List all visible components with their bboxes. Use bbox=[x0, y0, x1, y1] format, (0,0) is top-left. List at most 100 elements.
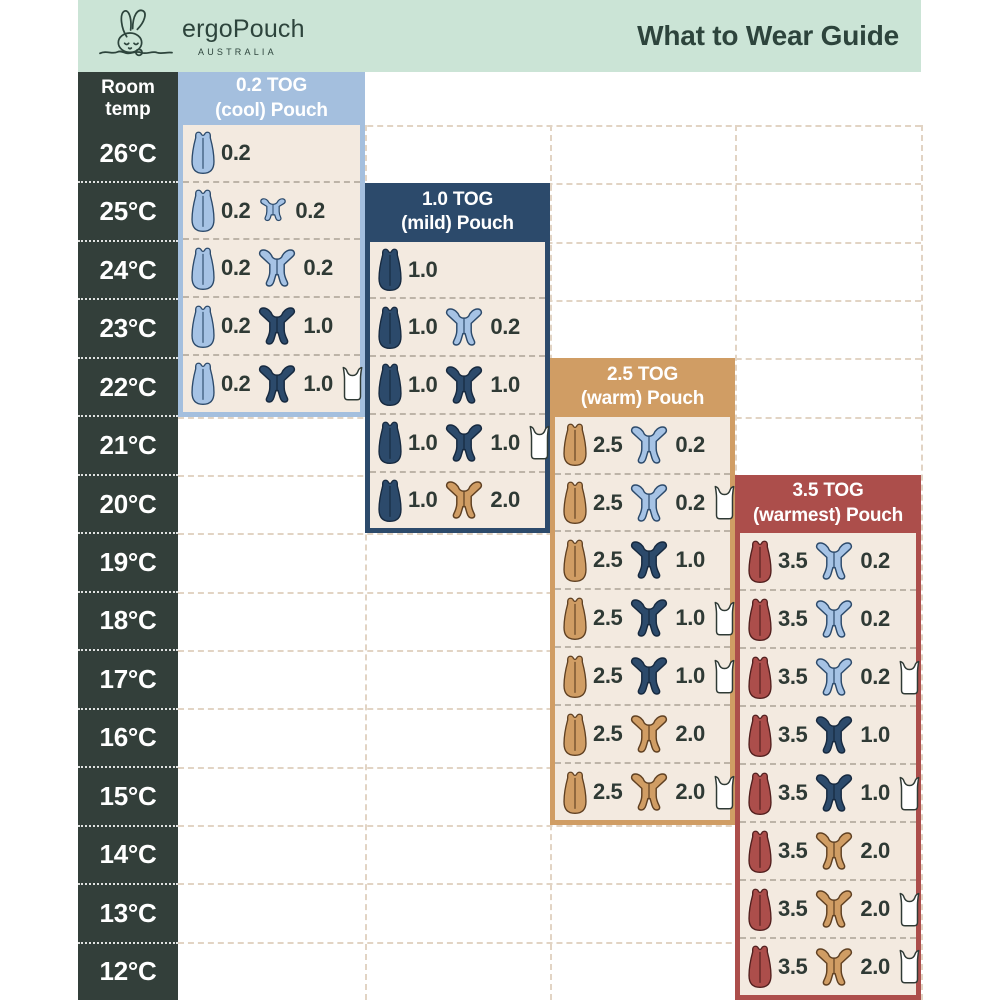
tog-value: 1.0 bbox=[408, 314, 438, 340]
tog-value: 1.0 bbox=[303, 313, 333, 339]
tog-value: 1.0 bbox=[675, 605, 705, 631]
tog-2-5-row-17c: 2.5 1.0 bbox=[555, 646, 735, 704]
tog-value: 3.5 bbox=[778, 953, 808, 979]
tog-0-2-row-23c: 0.2 1.0 bbox=[183, 296, 360, 354]
tog-value: 2.5 bbox=[593, 431, 623, 457]
tog-value: 0.2 bbox=[221, 197, 251, 223]
tog-1-0-header: 1.0 TOG (mild) Pouch bbox=[365, 183, 550, 242]
tog-0-2-row-26c: 0.2 bbox=[183, 125, 360, 181]
romper-icon bbox=[816, 542, 853, 581]
romper-icon bbox=[259, 365, 296, 403]
tog-0-2-header: 0.2 TOG (cool) Pouch bbox=[178, 72, 365, 125]
pouch-icon bbox=[563, 481, 587, 525]
singlet-icon bbox=[899, 950, 920, 984]
romper-icon bbox=[816, 774, 853, 812]
room-temp-18c: 18°C bbox=[78, 590, 178, 649]
tog-value: 2.0 bbox=[490, 487, 520, 513]
romper-icon bbox=[816, 600, 853, 638]
brand-logo: ergoPouch AUSTRALIA bbox=[96, 3, 305, 69]
tog-1-0-body: 1.0 1.0 0.2 1.0 1.0 1.0 1.0 1.0 2.0 bbox=[365, 241, 550, 534]
tog-value: 0.2 bbox=[221, 313, 251, 339]
tog-3-5-row-14c: 3.5 2.0 bbox=[740, 821, 916, 879]
tog-value: 1.0 bbox=[490, 371, 520, 397]
tog-value: 1.0 bbox=[408, 256, 438, 282]
tog-value: 1.0 bbox=[408, 371, 438, 397]
singlet-icon bbox=[714, 775, 735, 810]
tog-2-5-body: 2.5 0.2 2.5 0.2 2.5 1.0 2.5 1.0 2.5 1.0 2.5 2.0 2.5 2… bbox=[550, 416, 735, 825]
tog-0-2-row-22c: 0.2 1.0 bbox=[183, 353, 363, 412]
tog-2-5-header: 2.5 TOG (warm) Pouch bbox=[550, 358, 735, 417]
romper-icon bbox=[631, 483, 668, 522]
tog-value: 2.5 bbox=[593, 663, 623, 689]
tog-value: 1.0 bbox=[675, 547, 705, 573]
singlet-icon bbox=[899, 776, 920, 811]
tog-value: 0.2 bbox=[675, 431, 705, 457]
tog-3-5-body: 3.5 0.2 3.5 0.2 3.5 0.2 3.5 1.0 3.5 1.0 3.5 2.0 3.5 2… bbox=[735, 533, 921, 1000]
tog-value: 0.2 bbox=[860, 548, 890, 574]
tog-value: 1.0 bbox=[490, 429, 520, 455]
room-temp-26c: 26°C bbox=[99, 137, 157, 168]
tog-1-0-row-21c: 1.0 1.0 bbox=[370, 412, 550, 471]
romper-icon bbox=[816, 832, 853, 870]
pouch-icon bbox=[563, 713, 587, 756]
romper-icon bbox=[259, 249, 296, 288]
pouch-icon bbox=[378, 248, 402, 292]
pouch-icon bbox=[191, 189, 215, 233]
tog-1-0-row-22c: 1.0 1.0 bbox=[370, 355, 545, 413]
room-temp-17c: 17°C bbox=[78, 649, 178, 707]
tog-value: 3.5 bbox=[778, 896, 808, 922]
tog-value: 0.2 bbox=[221, 370, 251, 396]
romper-icon bbox=[446, 423, 483, 462]
room-temp-header: Room temp bbox=[101, 76, 155, 120]
romper-icon bbox=[446, 481, 483, 520]
romper-icon bbox=[631, 715, 668, 753]
tog-1-0-row-24c: 1.0 bbox=[370, 242, 545, 298]
room-temp-13c: 13°C bbox=[78, 883, 178, 941]
tog-value: 0.2 bbox=[295, 197, 325, 223]
tog-value: 2.5 bbox=[593, 547, 623, 573]
pouch-icon bbox=[748, 598, 772, 641]
tog-value: 0.2 bbox=[490, 314, 520, 340]
pouch-icon bbox=[748, 714, 772, 757]
pouch-icon bbox=[748, 946, 772, 989]
room-temp-22c: 22°C bbox=[78, 356, 178, 415]
pouch-icon bbox=[748, 830, 772, 873]
room-temp-column: Room temp 26°C 25°C 24°C 23°C 22°C 21°C 20°C 19… bbox=[78, 72, 178, 1000]
tog-2-5-row-19c: 2.5 1.0 bbox=[555, 530, 730, 588]
tog-value: 1.0 bbox=[860, 780, 890, 806]
tog-value: 2.0 bbox=[860, 838, 890, 864]
room-temp-23c: 23°C bbox=[78, 298, 178, 356]
tog-title: 2.5 TOG bbox=[606, 363, 679, 385]
tog-0-2-body: 0.2 0.2 0.2 0.2 0.2 0.2 1.0 0.2 1.0 bbox=[178, 125, 365, 417]
tog-value: 0.2 bbox=[860, 606, 890, 632]
bunny-logo-icon bbox=[99, 9, 173, 57]
tog-value: 1.0 bbox=[860, 722, 890, 748]
romper-icon bbox=[631, 541, 668, 580]
tog-value: 3.5 bbox=[778, 838, 808, 864]
pouch-icon bbox=[191, 131, 215, 175]
tog-value: 3.5 bbox=[778, 606, 808, 632]
pouch-icon bbox=[563, 771, 587, 814]
tog-value: 2.5 bbox=[593, 779, 623, 805]
singlet-icon bbox=[714, 659, 735, 694]
tog-3-5-header: 3.5 TOG (warmest) Pouch bbox=[735, 474, 921, 534]
tog-1-0-row-20c: 1.0 2.0 bbox=[370, 470, 545, 529]
pouch-icon bbox=[748, 888, 772, 931]
romper-icon bbox=[631, 599, 668, 638]
room-temp-14c: 14°C bbox=[78, 824, 178, 883]
tog-value: 0.2 bbox=[221, 139, 251, 165]
grid-line-vertical bbox=[921, 125, 923, 1000]
tog-value: 2.0 bbox=[860, 953, 890, 979]
tog-value: 0.2 bbox=[221, 255, 251, 281]
tog-1-0-row-23c: 1.0 0.2 bbox=[370, 297, 545, 355]
singlet-icon bbox=[714, 485, 735, 520]
pouch-icon bbox=[378, 479, 402, 522]
room-temp-rows: 26°C 25°C 24°C 23°C 22°C 21°C 20°C 19°C 18°C 17°C… bbox=[78, 125, 178, 1000]
room-temp-16c: 16°C bbox=[78, 707, 178, 766]
tog-3-5-row-12c: 3.5 2.0 bbox=[740, 937, 920, 995]
tog-value: 2.0 bbox=[675, 779, 705, 805]
brand-subtitle: AUSTRALIA bbox=[198, 47, 277, 57]
singlet-icon bbox=[899, 660, 920, 695]
tog-3-5-row-16c: 3.5 1.0 bbox=[740, 705, 916, 763]
